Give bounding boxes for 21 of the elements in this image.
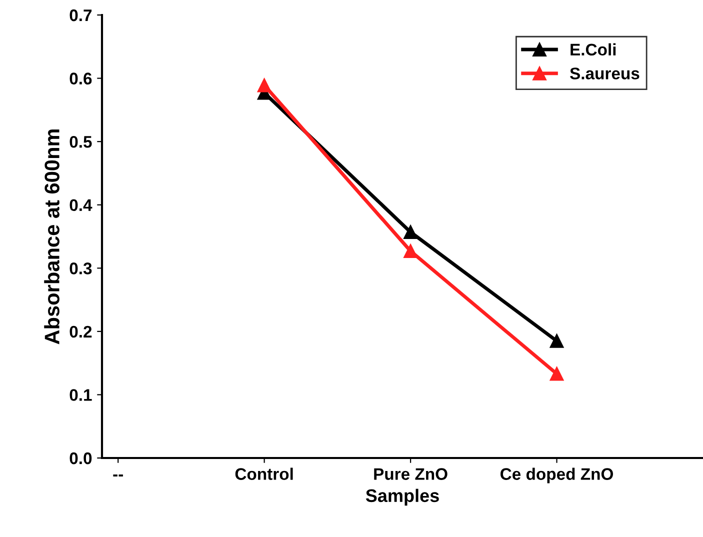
point (257, 78, 272, 92)
x-tick-label: -- (113, 474, 123, 476)
y-tick-label: 0.7 (70, 9, 92, 22)
x-axis-title: Samples (366, 488, 439, 506)
y-axis-title: Absorbance at 600nm (44, 130, 60, 344)
y-tick-label: 0.2 (70, 326, 92, 338)
legend-label: E.Coli (570, 43, 616, 56)
y-tick-label: 0.1 (70, 389, 92, 401)
point (550, 334, 564, 348)
point (404, 225, 418, 240)
point (550, 366, 564, 381)
y-tick-label: 0.0 (70, 452, 92, 464)
legend-label: S.aureus (570, 68, 640, 80)
point (404, 244, 418, 258)
x-tick-label: Control (235, 468, 293, 480)
y-tick-label: 0.6 (70, 72, 92, 84)
y-tick-label: 0.3 (70, 262, 92, 274)
y-tick-label: 0.5 (70, 136, 92, 148)
x-tick-label: Ce doped ZnO (500, 468, 614, 484)
x-tick-label: Pure ZnO (374, 468, 448, 480)
y-tick-label: 0.4 (70, 199, 92, 212)
